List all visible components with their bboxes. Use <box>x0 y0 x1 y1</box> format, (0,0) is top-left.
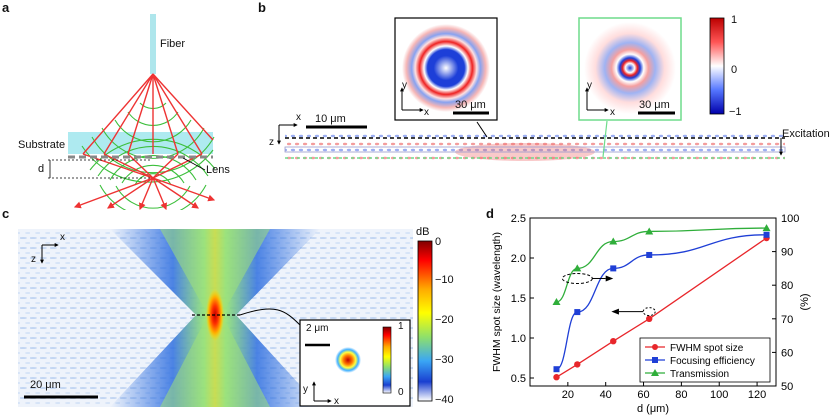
y2-tick-label: 50 <box>781 381 793 393</box>
y-axis-label: FWHM spot size (wavelength) <box>491 232 503 372</box>
panel-c-figure <box>18 229 433 407</box>
axis-y-inset-right: y <box>587 80 592 91</box>
scalebar-c-label: 20 μm <box>30 379 61 391</box>
axis-x-main-b: x <box>296 112 301 123</box>
point-circle <box>574 361 581 368</box>
fiber-label: Fiber <box>160 38 186 50</box>
excitation-label: Excitation <box>782 128 830 140</box>
colorbar-c-tick-2: −20 <box>435 314 454 326</box>
y-tick-label: 0.5 <box>511 373 526 385</box>
colorbar-c-tick-0: 0 <box>435 236 442 248</box>
colorbar-c-tick-1: −10 <box>435 274 454 286</box>
inset-c-cbar-max: 1 <box>398 321 404 332</box>
axis-x-inset-right: x <box>610 107 615 118</box>
legend-entry-0: FWHM spot size <box>670 343 744 354</box>
lens-layer <box>284 146 786 153</box>
colorbar-c <box>417 240 433 402</box>
x-tick-label: 100 <box>710 389 728 401</box>
y2-tick-label: 60 <box>781 347 793 359</box>
chart-d: 20 40 60 80 100 120 0.5 1.0 1.5 2.0 2.5 50 60 70 80 90 1… <box>491 213 811 415</box>
panel-a-label: a <box>2 0 10 15</box>
point-square <box>610 265 617 272</box>
annotations <box>561 272 656 317</box>
lens-label: Lens <box>206 164 230 176</box>
y-tick-label: 1.5 <box>511 293 526 305</box>
panel-d-label: d <box>486 206 494 221</box>
inset-left-pattern <box>402 24 490 112</box>
x-axis-label: d (μm) <box>637 403 669 415</box>
colorbar-b-max: 1 <box>731 14 738 26</box>
y2-tick-label: 70 <box>781 314 793 326</box>
colorbar-c-unit: dB <box>416 226 430 238</box>
legend-entry-2: Transmission <box>670 369 729 380</box>
point-circle <box>610 338 617 345</box>
fiber-shape <box>150 14 156 74</box>
inset-c-cbar-min: 0 <box>398 387 404 398</box>
colorbar-b-min: −1 <box>729 106 742 118</box>
panel-a-diagram <box>48 14 215 210</box>
inset-c-spot <box>335 347 361 373</box>
x-tick-label: 60 <box>637 389 649 401</box>
axis-x-inset-c: x <box>334 396 339 407</box>
point-circle <box>553 374 560 381</box>
point-square <box>553 366 560 373</box>
x-tick-label: 20 <box>562 389 574 401</box>
legend: FWHM spot size Focusing efficiency Transmi… <box>639 337 771 383</box>
axis-y-inset-c: y <box>303 384 308 395</box>
y2-tick-label: 80 <box>781 280 793 292</box>
y2-tick-label: 90 <box>781 247 793 259</box>
substrate-label: Substrate <box>18 139 66 151</box>
point-square <box>646 251 653 258</box>
panel-b-figure <box>277 17 786 161</box>
legend-entry-1: Focusing efficiency <box>670 356 755 367</box>
colorbar-c-tick-3: −30 <box>435 354 454 366</box>
point-triangle <box>609 237 618 245</box>
colorbar-b <box>709 17 725 115</box>
colorbar-b-mid: 0 <box>731 64 738 76</box>
point-triangle <box>552 298 561 305</box>
point-triangle <box>573 264 582 272</box>
x-tick-label: 80 <box>675 389 687 401</box>
point-square <box>763 231 770 238</box>
panel-c-label: c <box>2 206 10 221</box>
axis-x-inset-left: x <box>424 107 429 118</box>
panel-b-label: b <box>258 0 266 15</box>
series-line-2 <box>556 227 767 303</box>
y-tick-label: 2.0 <box>511 253 526 265</box>
axis-x-c: x <box>60 232 65 243</box>
y2-axis-label: (%) <box>799 293 811 310</box>
axis-z-main-b: z <box>269 137 274 148</box>
point-square <box>574 309 581 316</box>
y-tick-label: 2.5 <box>511 213 526 225</box>
scalebar-inset-c-label: 2 μm <box>306 323 329 334</box>
x-tick-label: 120 <box>748 389 766 401</box>
y2-tick-label: 100 <box>781 213 799 225</box>
axis-y-inset-left: y <box>402 80 407 91</box>
x-tick-label: 40 <box>600 389 612 401</box>
plot-frame <box>529 217 777 387</box>
inset-c-colorbar <box>382 326 392 394</box>
scalebar-inset-right-label: 30 μm <box>639 99 670 111</box>
inset-axes <box>400 87 609 112</box>
scalebar-b-label: 10 μm <box>315 113 346 125</box>
inset-right-pattern <box>584 22 676 114</box>
y-tick-label: 1.0 <box>511 333 526 345</box>
point-triangle <box>762 224 771 232</box>
axis-z-c: z <box>31 254 36 265</box>
d-label: d <box>38 163 45 175</box>
colorbar-c-tick-4: −40 <box>435 394 454 406</box>
point-triangle <box>645 227 654 235</box>
point-circle <box>646 315 653 322</box>
scalebar-inset-left-label: 30 μm <box>455 99 486 111</box>
